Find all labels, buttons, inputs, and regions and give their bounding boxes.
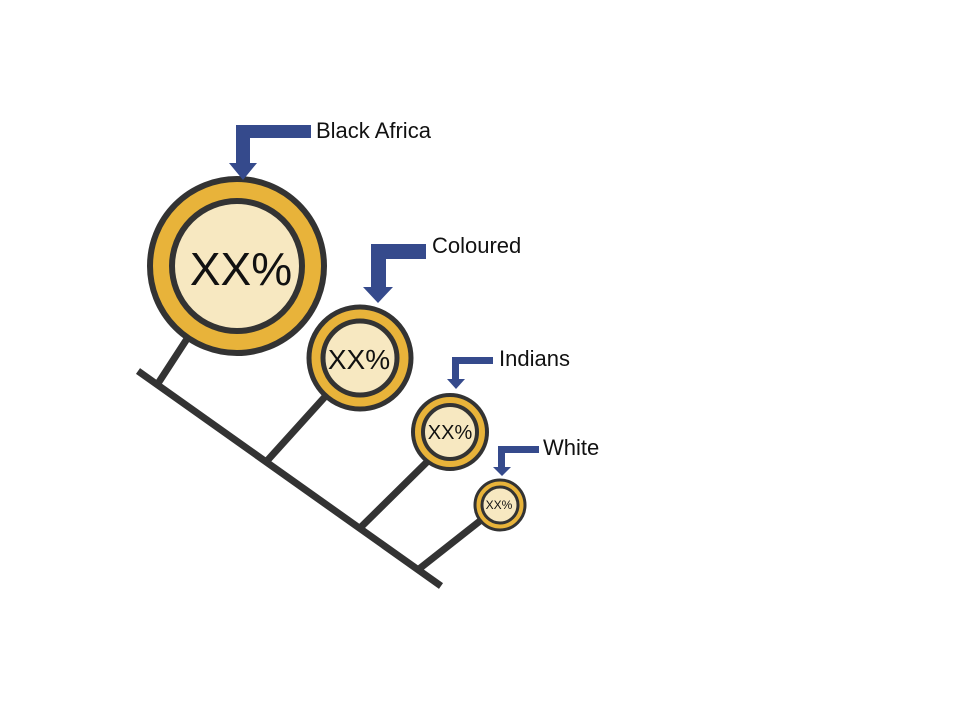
arrow-icon-indians <box>447 357 493 389</box>
label-black-africa: Black Africa <box>316 118 432 143</box>
node-indians: XX% <box>411 393 489 471</box>
node-coloured: XX% <box>306 304 414 412</box>
stem-white <box>416 514 488 572</box>
node-white: XX% <box>473 478 527 532</box>
label-coloured: Coloured <box>432 233 521 258</box>
label-white: White <box>543 435 599 460</box>
value-white: XX% <box>486 498 513 512</box>
arrow-icon-black-africa <box>229 125 311 180</box>
label-indians: Indians <box>499 346 570 371</box>
main-branch-line <box>135 368 444 589</box>
value-black-africa: XX% <box>190 243 292 295</box>
node-black-africa: XX% <box>147 176 327 356</box>
stem-indians <box>357 456 433 531</box>
value-coloured: XX% <box>328 344 390 375</box>
arrow-icon-coloured <box>363 244 426 303</box>
inner-disc <box>169 198 305 334</box>
stem-coloured <box>263 386 335 465</box>
arrow-icon-white <box>493 446 539 476</box>
inner-disc <box>320 318 400 398</box>
inner-disc <box>480 485 520 525</box>
value-indians: XX% <box>428 422 473 444</box>
inner-disc <box>421 403 479 461</box>
